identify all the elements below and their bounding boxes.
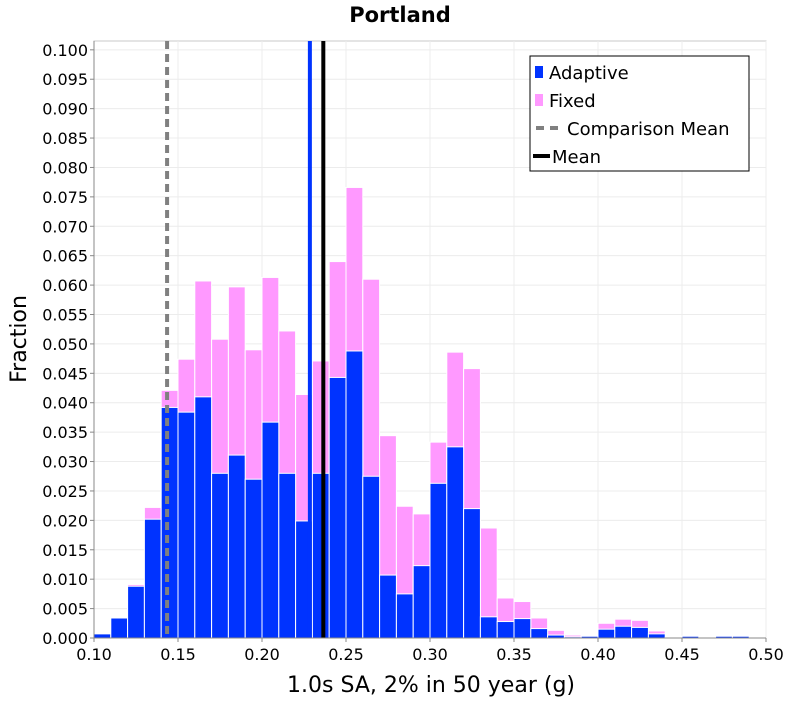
y-tick-label-3: 0.015 [42,541,88,560]
legend-box [529,55,750,172]
adaptive-bar-33 [647,633,666,639]
adaptive-bar-26 [530,628,549,639]
legend-label-comparison-mean: Comparison Mean [567,119,730,140]
legend-label-mean: Mean [552,147,601,168]
adaptive-bar-21 [446,446,465,639]
adaptive-bar-2 [127,585,145,639]
adaptive-bar-3 [143,518,162,639]
y-tick-label-9: 0.045 [42,364,88,383]
adaptive-bar-13 [311,472,330,639]
adaptive-bar-0 [93,633,112,639]
y-tick-label-4: 0.020 [42,511,88,530]
adaptive-bar-17 [379,574,397,639]
adaptive-bar-23 [479,616,498,639]
adaptive-bar-20 [429,482,448,639]
y-tick-label-13: 0.065 [42,247,88,266]
adaptive-bar-30 [597,628,616,639]
y-tick-label-14: 0.070 [42,217,88,236]
y-tick-label-18: 0.090 [42,100,88,119]
x-tick-label-2: 0.20 [244,645,280,664]
x-tick-label-3: 0.25 [328,645,364,664]
adaptive-bar-4 [160,406,179,639]
y-tick-label-11: 0.055 [42,306,88,325]
adaptive-bar-25 [513,618,532,639]
y-tick-label-5: 0.025 [42,482,88,501]
x-axis-label: 1.0s SA, 2% in 50 year (g) [287,673,575,698]
x-tick-label-7: 0.45 [664,645,700,664]
mean-lines [165,41,326,638]
adaptive-bar-6 [194,396,213,639]
adaptive-bar-14 [328,376,347,639]
adaptive-bar-15 [345,350,364,639]
axes: 0.000 0.005 0.010 0.015 0.020 0.025 0.030 0.035… [42,41,784,664]
adaptive-bar-22 [463,508,481,639]
x-tick-label-6: 0.40 [580,645,616,664]
y-tick-label-16: 0.080 [42,158,88,177]
y-tick-label-8: 0.040 [42,394,88,413]
x-tick-label-8: 0.50 [748,645,784,664]
y-tick-label-0: 0.000 [42,629,88,648]
adaptive-bar-19 [412,565,431,639]
adaptive-bar-31 [614,625,633,639]
y-tick-label-20: 0.100 [42,41,88,60]
adaptive-bar-16 [362,475,381,639]
adaptive-bar-10 [261,421,280,639]
y-tick-label-17: 0.085 [42,129,88,148]
y-tick-label-6: 0.030 [42,453,88,472]
x-tick-label-0: 0.10 [76,645,112,664]
y-axis-label: Fraction [7,295,32,383]
adaptive-bar-32 [631,626,649,639]
y-tick-label-12: 0.060 [42,276,88,295]
adaptive-bar-7 [211,472,229,639]
y-tick-label-10: 0.050 [42,335,88,354]
y-tick-label-7: 0.035 [42,423,88,442]
legend-label-adaptive: Adaptive [549,63,629,84]
adaptive-bar-24 [496,621,515,639]
legend-swatch-fixed [535,94,543,106]
adaptive-bar-18 [395,593,414,639]
adaptive-bar-1 [110,617,129,639]
legend-label-fixed: Fixed [549,91,596,112]
adaptive-bar-9 [244,478,263,639]
y-tick-label-1: 0.005 [42,600,88,619]
adaptive-bar-5 [177,411,196,639]
legend: Adaptive Fixed Comparison Mean Mean [529,55,750,172]
adaptive-bar-11 [278,472,297,639]
x-tick-label-5: 0.35 [496,645,532,664]
legend-swatch-adaptive [535,66,543,78]
x-tick-label-4: 0.30 [412,645,448,664]
y-tick-label-2: 0.010 [42,570,88,589]
x-tick-label-1: 0.15 [160,645,196,664]
chart-title: Portland [349,3,451,27]
y-tick-label-19: 0.095 [42,70,88,89]
adaptive-bar-8 [227,454,246,639]
y-tick-label-15: 0.075 [42,188,88,207]
